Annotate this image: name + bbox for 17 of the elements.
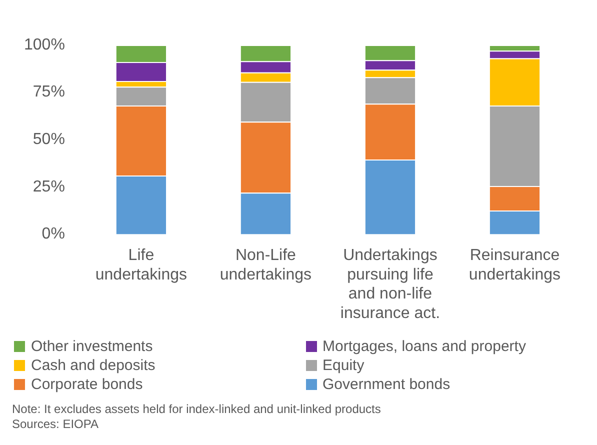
x-tick-label: Undertakings pursuing life and non-life insurance act. [340,247,440,322]
source-note: Sources: EIOPA [12,417,100,432]
legend-label: Equity [322,357,364,374]
y-tick-label: 50% [32,131,65,148]
y-tick-label: 0% [42,226,65,243]
legend-label: Cash and deposits [31,357,156,374]
y-tick-label: 100% [24,36,65,54]
x-tick-label: Life undertakings [95,247,187,284]
text: Note: It excludes assets held for index-linked and unit-linked products [12,402,382,417]
legend-label: Government bonds [322,376,450,393]
legend-label: Corporate bonds [31,376,143,393]
legend-label: Mortgages, loans and property [322,338,526,355]
y-tick-label: 75% [32,84,65,101]
y-tick-label: 25% [32,178,65,196]
x-tick-label: Reinsurance undertakings [468,247,561,284]
x-tick-label: Non-Life undertakings [220,247,312,284]
legend-label: Other investments [31,338,153,355]
